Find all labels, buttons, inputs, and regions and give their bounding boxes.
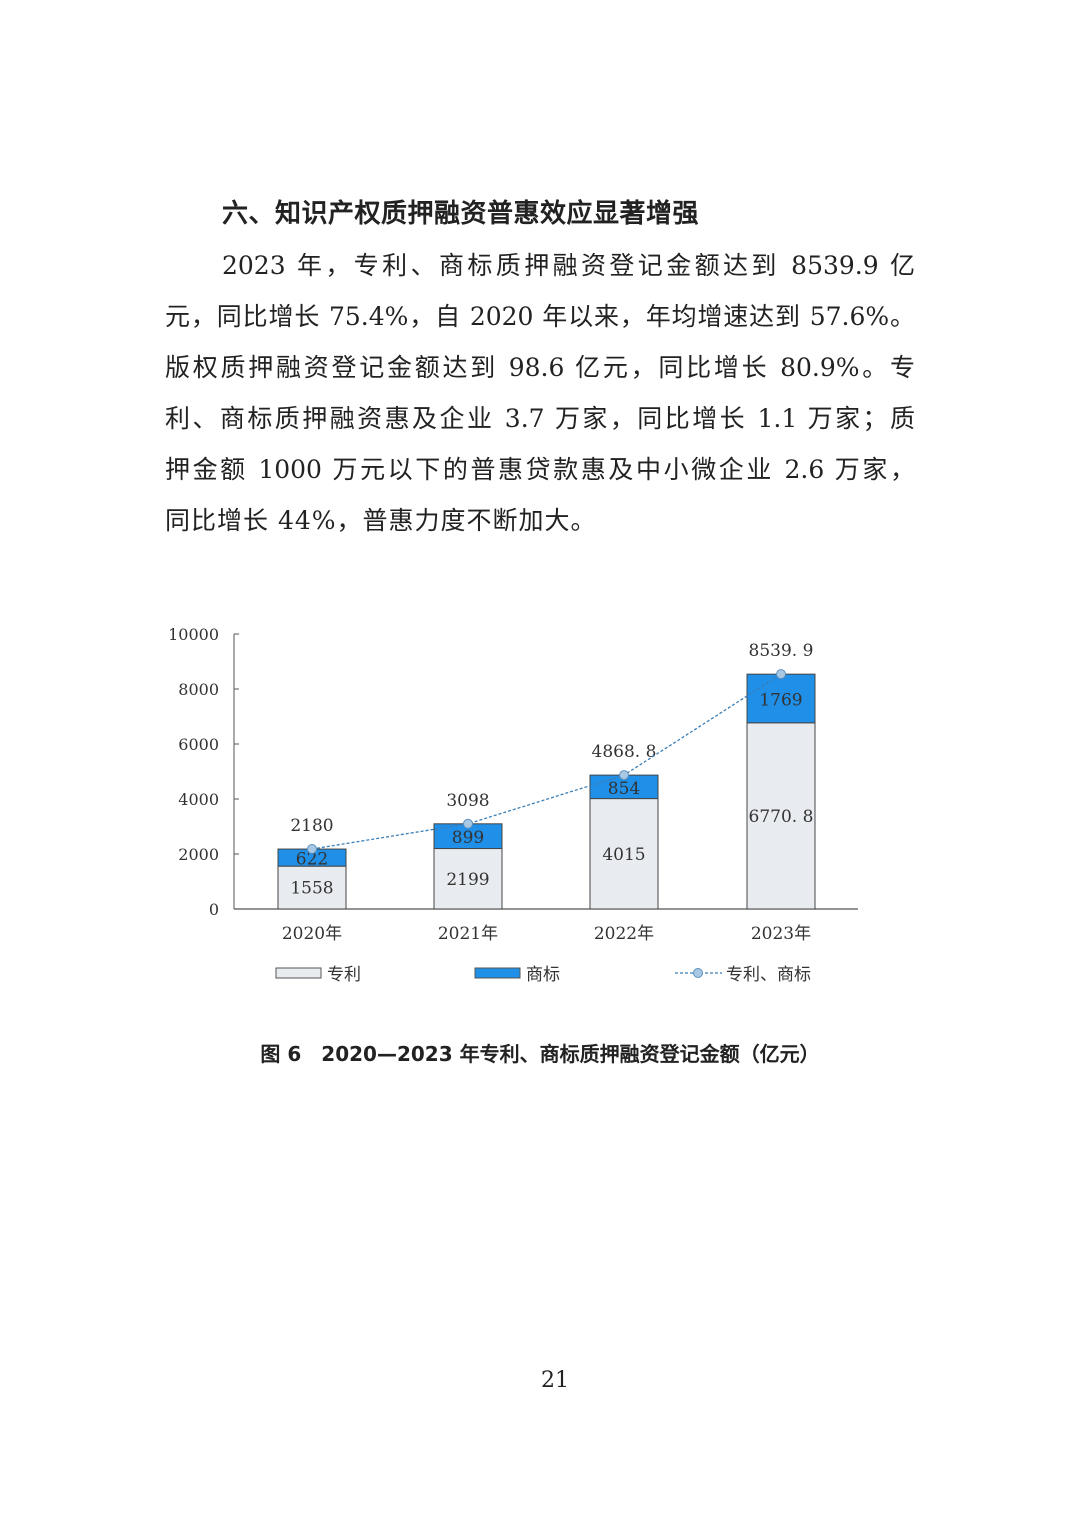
x-tick-label: 2021年 xyxy=(438,924,498,944)
total-point xyxy=(463,818,473,829)
data-label-total: 3098 xyxy=(446,791,489,811)
x-tick-label: 2022年 xyxy=(594,924,654,944)
legend-swatch-patent xyxy=(275,967,322,979)
data-label-patent: 4015 xyxy=(602,845,645,865)
paragraph-line: 押金额 1000 万元以下的普惠贷款惠及中小微企业 2.6 万家， xyxy=(165,455,915,484)
stacked-bar-chart: 0 2000 4000 6000 8000 10000 1558 622 2180 2020年 21… xyxy=(168,625,858,985)
bar-trademark xyxy=(433,823,503,850)
section-heading: 六、知识产权质押融资普惠效应显著增强 xyxy=(222,199,700,229)
data-label-patent: 6770. 8 xyxy=(749,807,814,827)
total-point xyxy=(776,669,786,680)
total-point xyxy=(619,770,629,781)
paragraph-line: 元，同比增长 75.4%，自 2020 年以来，年均增速达到 57.6%。 xyxy=(165,302,915,331)
x-tick-label: 2020年 xyxy=(282,924,342,944)
page-number: 21 xyxy=(541,1368,569,1393)
bar-patent xyxy=(277,865,347,910)
y-tick-label: 8000 xyxy=(178,680,219,699)
data-label-patent: 1558 xyxy=(290,879,333,899)
y-tick-label: 10000 xyxy=(168,625,219,644)
data-label-total: 8539. 9 xyxy=(749,641,814,661)
y-tick-label: 0 xyxy=(209,900,219,919)
legend-marker-total xyxy=(693,968,703,978)
bar-patent xyxy=(589,798,659,910)
legend-swatch-trademark xyxy=(474,967,521,979)
bar-patent xyxy=(433,848,503,910)
data-label-total: 4868. 8 xyxy=(592,742,657,762)
figure-caption: 图 6 2020—2023 年专利、商标质押融资登记金额（亿元） xyxy=(260,1042,820,1066)
y-tick-label: 2000 xyxy=(178,845,219,864)
total-line xyxy=(311,673,782,850)
data-label-total: 2180 xyxy=(290,816,333,836)
bar-patent xyxy=(746,722,816,910)
paragraph-line: 利、商标质押融资惠及企业 3.7 万家，同比增长 1.1 万家；质 xyxy=(165,404,915,433)
legend-label-patent: 专利 xyxy=(327,965,361,985)
paragraph-line: 同比增长 44%，普惠力度不断加大。 xyxy=(165,506,597,535)
y-tick-label: 4000 xyxy=(178,790,219,809)
y-tick-label: 6000 xyxy=(178,735,219,754)
data-label-patent: 2199 xyxy=(446,870,489,890)
data-label-trademark: 854 xyxy=(608,779,640,799)
bar-trademark xyxy=(746,673,816,724)
data-label-trademark: 899 xyxy=(452,828,484,848)
data-label-trademark: 1769 xyxy=(759,690,802,710)
total-point xyxy=(307,844,317,855)
legend-label-trademark: 商标 xyxy=(526,965,560,985)
paragraph-line: 版权质押融资登记金额达到 98.6 亿元，同比增长 80.9%。专 xyxy=(165,353,915,382)
body-paragraph: 2023 年，专利、商标质押融资登记金额达到 8539.9 亿 元，同比增长 7… xyxy=(165,240,915,546)
x-tick-label: 2023年 xyxy=(751,924,811,944)
paragraph-line: 2023 年，专利、商标质押融资登记金额达到 8539.9 亿 xyxy=(222,251,915,280)
data-label-trademark: 622 xyxy=(296,850,328,870)
legend-label-total: 专利、商标 xyxy=(726,965,811,985)
